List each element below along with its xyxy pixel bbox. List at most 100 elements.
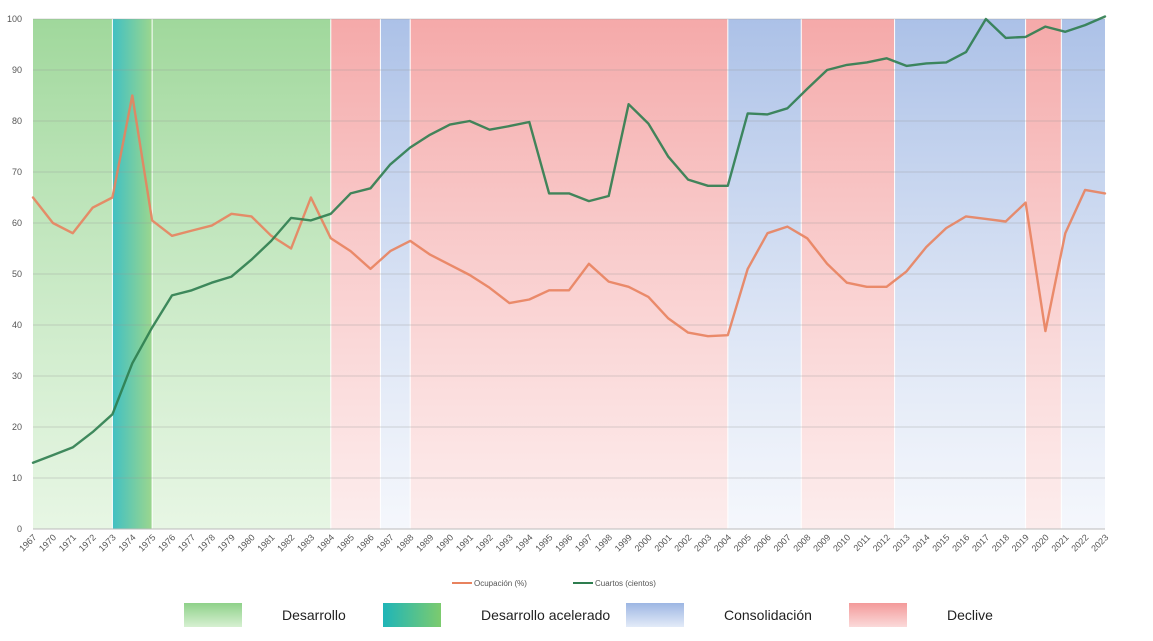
x-tick-label: 1982 (275, 532, 296, 553)
y-tick-label: 100 (7, 14, 22, 24)
phase-legend-item-2: Consolidación (626, 602, 812, 628)
x-tick-label: 1998 (593, 532, 614, 553)
x-tick-label: 2005 (732, 532, 753, 553)
x-tick-label: 1999 (613, 532, 634, 553)
y-axis-ticks: 0 10 20 30 40 50 60 70 80 90 100 (7, 14, 22, 534)
x-tick-label: 1988 (394, 532, 415, 553)
x-tick-label: 2007 (772, 532, 793, 553)
x-tick-label: 1974 (116, 532, 137, 553)
phase-legend-swatch (849, 603, 907, 627)
x-tick-label: 2022 (1069, 532, 1090, 553)
phase-legend-label: Consolidación (724, 607, 812, 623)
x-tick-label: 2003 (692, 532, 713, 553)
y-tick-label: 80 (12, 116, 22, 126)
y-tick-label: 60 (12, 218, 22, 228)
x-tick-label: 1976 (156, 532, 177, 553)
x-tick-label: 1983 (295, 532, 316, 553)
phase-bands (33, 19, 1105, 529)
x-tick-label: 2017 (970, 532, 991, 553)
x-tick-label: 1985 (335, 532, 356, 553)
x-tick-label: 1989 (414, 532, 435, 553)
y-tick-label: 20 (12, 422, 22, 432)
x-tick-label: 1991 (454, 532, 475, 553)
x-tick-label: 2006 (752, 532, 773, 553)
x-tick-label: 2023 (1089, 532, 1110, 553)
phase-legend-item-3: Declive (849, 602, 993, 628)
x-tick-label: 1996 (553, 532, 574, 553)
phase-band-0 (33, 19, 113, 529)
gridlines (33, 18, 1105, 530)
x-tick-label: 1984 (315, 532, 336, 553)
x-tick-label: 1970 (37, 532, 58, 553)
phase-band-8 (894, 19, 1026, 529)
y-tick-label: 30 (12, 371, 22, 381)
phase-band-3 (330, 19, 381, 529)
x-tick-label: 2015 (930, 532, 951, 553)
x-tick-label: 1973 (97, 532, 118, 553)
series-legend-label-1: Cuartos (cientos) (595, 579, 656, 588)
phase-legend-swatch (184, 603, 242, 627)
phase-band-10 (1061, 19, 1105, 529)
x-tick-label: 2011 (851, 532, 872, 553)
x-tick-label: 1993 (494, 532, 515, 553)
x-tick-label: 1981 (255, 532, 276, 553)
x-tick-label: 2009 (811, 532, 832, 553)
x-tick-label: 1994 (513, 532, 534, 553)
x-tick-label: 2019 (1010, 532, 1031, 553)
phase-band-7 (801, 19, 895, 529)
y-tick-label: 0 (17, 524, 22, 534)
x-tick-label: 1978 (196, 532, 217, 553)
phase-band-5 (410, 19, 728, 529)
phase-band-4 (380, 19, 411, 529)
phase-legend-label: Desarrollo (282, 607, 346, 623)
x-tick-label: 1986 (355, 532, 376, 553)
y-tick-label: 40 (12, 320, 22, 330)
series-line-0 (31, 94, 1107, 338)
phase-legend: Desarrollo Desarrollo acelerado Consolidac… (0, 596, 1153, 636)
x-tick-label: 2013 (891, 532, 912, 553)
x-tick-label: 1980 (236, 532, 257, 553)
y-tick-label: 90 (12, 65, 22, 75)
y-tick-label: 50 (12, 269, 22, 279)
phase-band-1 (112, 19, 153, 529)
x-tick-label: 2021 (1049, 532, 1070, 553)
phase-legend-swatch (383, 603, 441, 627)
x-tick-label: 2008 (791, 532, 812, 553)
x-tick-label: 2010 (831, 532, 852, 553)
phase-band-6 (727, 19, 802, 529)
x-tick-label: 1987 (375, 532, 396, 553)
x-tick-label: 2012 (871, 532, 892, 553)
series-legend: Ocupación (%) Cuartos (cientos) (452, 579, 656, 588)
series-lines (31, 15, 1107, 464)
phase-band-2 (152, 19, 331, 529)
x-tick-label: 2018 (990, 532, 1011, 553)
x-tick-label: 2004 (712, 532, 733, 553)
phase-legend-item-0: Desarrollo (184, 602, 346, 628)
x-tick-label: 1992 (474, 532, 495, 553)
phase-legend-label: Declive (947, 607, 993, 623)
phase-band-9 (1025, 19, 1062, 529)
x-tick-label: 1977 (176, 532, 197, 553)
x-tick-label: 1971 (57, 532, 78, 553)
x-tick-label: 1979 (216, 532, 237, 553)
x-tick-label: 1995 (533, 532, 554, 553)
x-axis-ticks: 1967197019711972197319741975197619771978… (17, 532, 1110, 553)
series-legend-label-0: Ocupación (%) (474, 579, 527, 588)
x-tick-label: 1967 (17, 532, 38, 553)
x-tick-label: 1997 (573, 532, 594, 553)
y-tick-label: 10 (12, 473, 22, 483)
x-tick-label: 2020 (1030, 532, 1051, 553)
phase-legend-label: Desarrollo acelerado (481, 607, 611, 623)
phase-legend-item-1: Desarrollo acelerado (383, 602, 610, 628)
x-tick-label: 2002 (672, 532, 693, 553)
x-tick-label: 2014 (911, 532, 932, 553)
phase-legend-swatch (626, 603, 684, 627)
x-tick-label: 1975 (136, 532, 157, 553)
x-tick-label: 1972 (77, 532, 98, 553)
y-tick-label: 70 (12, 167, 22, 177)
x-tick-label: 1990 (434, 532, 455, 553)
series-line-1 (31, 15, 1107, 464)
x-tick-label: 2000 (633, 532, 654, 553)
x-tick-label: 2016 (950, 532, 971, 553)
